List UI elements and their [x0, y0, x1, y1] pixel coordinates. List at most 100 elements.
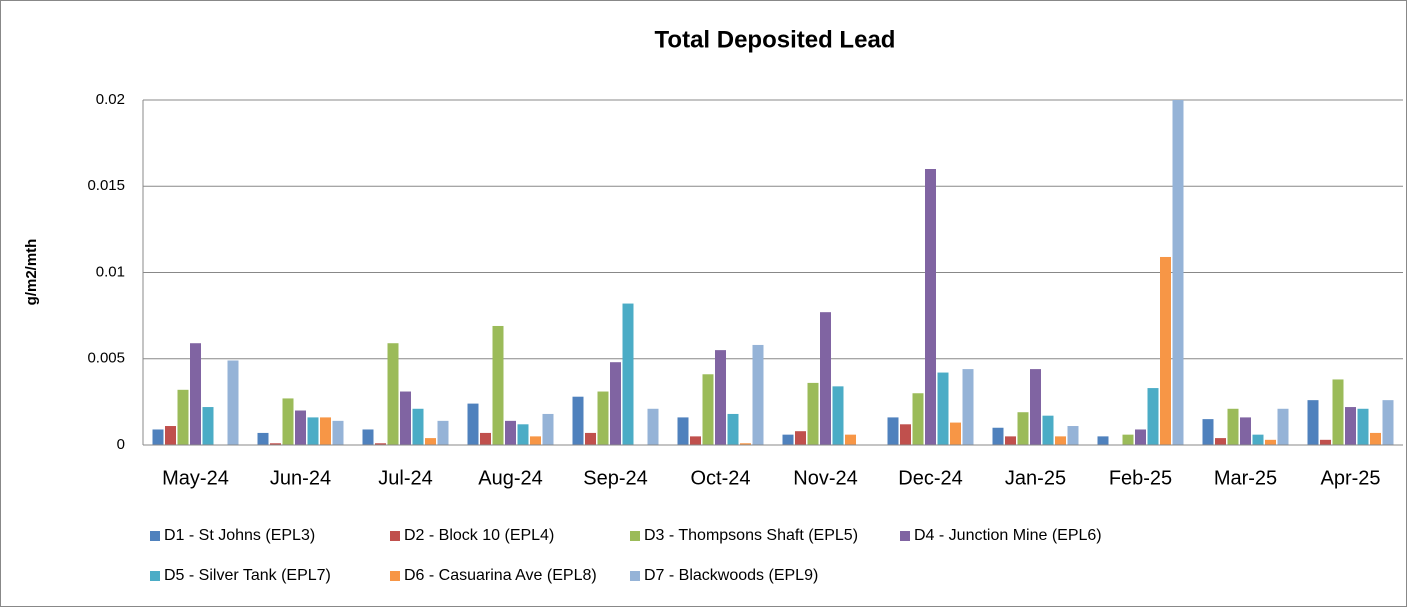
- legend-swatch: [150, 531, 160, 541]
- bar: [610, 362, 621, 445]
- bar: [480, 432, 491, 445]
- legend-label: D4 - Junction Mine (EPL6): [914, 527, 1102, 544]
- bar: [992, 427, 1004, 445]
- x-tick-label: Mar-25: [1214, 467, 1277, 489]
- legend-label: D5 - Silver Tank (EPL7): [164, 567, 331, 584]
- x-tick-label: Aug-24: [478, 467, 543, 489]
- bar: [962, 369, 974, 445]
- legend-swatch: [390, 571, 400, 581]
- y-tick-label: 0.02: [96, 91, 125, 108]
- bar: [900, 424, 911, 445]
- bar: [740, 443, 751, 445]
- bar: [807, 382, 819, 445]
- x-tick-label: Nov-24: [793, 467, 857, 489]
- bar: [1265, 439, 1276, 445]
- bar: [530, 436, 541, 445]
- x-tick-label: Jul-24: [378, 467, 432, 489]
- bar: [702, 374, 714, 445]
- bar: [362, 429, 374, 445]
- x-tick-label: Dec-24: [898, 467, 962, 489]
- bar: [517, 424, 529, 445]
- bar: [425, 438, 436, 445]
- bar: [1147, 388, 1159, 445]
- legend-label: D6 - Casuarina Ave (EPL8): [404, 567, 597, 584]
- bar: [202, 407, 214, 445]
- bar: [912, 393, 924, 445]
- x-tick-label: May-24: [162, 467, 229, 489]
- legend-swatch: [630, 571, 640, 581]
- bar: [925, 169, 936, 445]
- bar: [585, 432, 596, 445]
- x-tick-label: Apr-25: [1320, 467, 1380, 489]
- bar: [282, 398, 294, 445]
- bar: [1017, 412, 1029, 445]
- bar: [387, 343, 399, 445]
- bar: [257, 432, 269, 445]
- legend-label: D2 - Block 10 (EPL4): [404, 527, 554, 544]
- bar: [845, 434, 856, 445]
- bar: [1345, 407, 1356, 445]
- bar: [1135, 429, 1146, 445]
- legend-swatch: [630, 531, 640, 541]
- y-tick-label: 0.015: [87, 177, 125, 194]
- bar: [950, 422, 961, 445]
- bar: [1172, 100, 1184, 445]
- bar: [1067, 426, 1079, 445]
- y-axis-label: g/m2/mth: [23, 239, 40, 306]
- bar: [597, 391, 609, 445]
- bar: [752, 344, 764, 445]
- bar: [400, 391, 411, 445]
- bar: [782, 434, 794, 445]
- bar: [1122, 434, 1134, 445]
- bar: [320, 417, 331, 445]
- bar: [1382, 400, 1394, 445]
- legend-label: D1 - St Johns (EPL3): [164, 527, 315, 544]
- bar: [1160, 256, 1171, 445]
- bar: [937, 372, 949, 445]
- bar: [1202, 419, 1214, 445]
- bar: [1252, 434, 1264, 445]
- bar: [832, 386, 844, 445]
- bar: [690, 436, 701, 445]
- x-tick-label: Oct-24: [690, 467, 750, 489]
- legend-swatch: [150, 571, 160, 581]
- legend-swatch: [900, 531, 910, 541]
- bar: [1277, 408, 1289, 445]
- legend-swatch: [390, 531, 400, 541]
- bar: [295, 410, 306, 445]
- bar: [177, 389, 189, 445]
- bar: [542, 413, 554, 445]
- bar: [1227, 408, 1239, 445]
- bar: [270, 443, 281, 445]
- bar: [1042, 415, 1054, 445]
- bar: [307, 417, 319, 445]
- bar: [727, 413, 739, 445]
- legend-label: D7 - Blackwoods (EPL9): [644, 567, 818, 584]
- y-tick-label: 0.005: [87, 350, 125, 367]
- bar: [572, 396, 584, 445]
- bar: [820, 312, 831, 445]
- bar: [152, 429, 164, 445]
- chart-title: Total Deposited Lead: [655, 26, 896, 53]
- bar: [715, 350, 726, 445]
- bar: [505, 420, 516, 445]
- y-tick-label: 0: [117, 436, 125, 453]
- bar: [375, 443, 386, 445]
- x-tick-label: Jan-25: [1005, 467, 1066, 489]
- bar: [1097, 436, 1109, 445]
- bar: [1307, 400, 1319, 445]
- legend-label: D3 - Thompsons Shaft (EPL5): [644, 527, 858, 544]
- bar: [1357, 408, 1369, 445]
- bar: [1055, 436, 1066, 445]
- bar: [1320, 439, 1331, 445]
- bar: [467, 403, 479, 445]
- bar: [1215, 438, 1226, 445]
- bar: [165, 426, 176, 445]
- x-tick-label: Feb-25: [1109, 467, 1172, 489]
- x-tick-label: Sep-24: [583, 467, 648, 489]
- bar: [1332, 379, 1344, 445]
- bar: [437, 420, 449, 445]
- bar: [1370, 432, 1381, 445]
